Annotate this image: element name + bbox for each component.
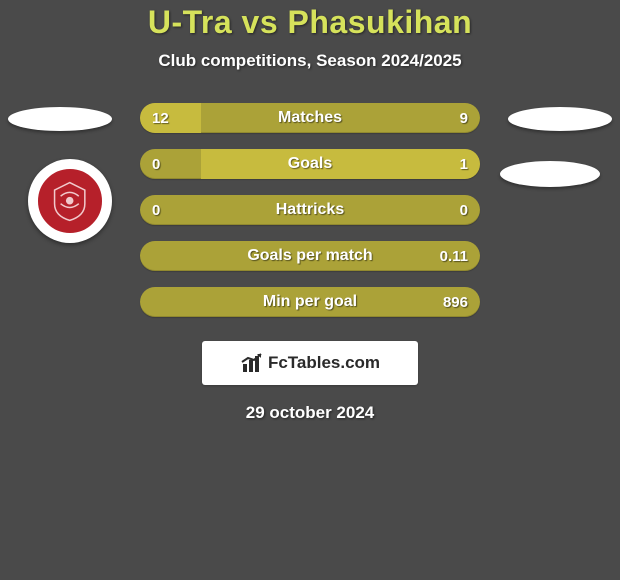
stat-bars: Matches129Goals01Hattricks00Goals per ma… (140, 103, 480, 333)
date-text: 29 october 2024 (0, 403, 620, 423)
barchart-icon (240, 352, 264, 374)
stat-label: Goals per match (140, 247, 480, 265)
attribution-badge: FcTables.com (202, 341, 418, 385)
club-badge-inner (36, 167, 105, 236)
stat-value-left: 0 (152, 156, 160, 173)
stat-value-right: 0 (460, 202, 468, 219)
comparison-chart: Matches129Goals01Hattricks00Goals per ma… (0, 103, 620, 323)
stat-row: Matches129 (140, 103, 480, 133)
crest-icon (47, 178, 92, 223)
right-oval (500, 161, 600, 187)
stat-label: Hattricks (140, 201, 480, 219)
stat-row: Hattricks0 0 (140, 195, 480, 225)
stat-row: Min per goal896 (140, 287, 480, 317)
stat-value-right: 896 (443, 294, 468, 311)
right-player-graphics (500, 103, 620, 323)
stat-value-right: 0.11 (440, 248, 468, 265)
left-player-graphics (0, 103, 120, 323)
right-oval (508, 107, 612, 131)
left-oval (8, 107, 112, 131)
stat-value-left: 0 (152, 202, 160, 219)
stat-value-right: 9 (460, 110, 468, 127)
stat-label: Min per goal (140, 293, 480, 311)
subtitle: Club competitions, Season 2024/2025 (0, 51, 620, 71)
page-title: U-Tra vs Phasukihan (0, 4, 620, 41)
stat-fill-right (201, 149, 480, 179)
stat-row: Goals per match0.11 (140, 241, 480, 271)
content-root: U-Tra vs Phasukihan Club competitions, S… (0, 0, 620, 580)
attribution-text: FcTables.com (268, 353, 380, 373)
stat-row: Goals01 (140, 149, 480, 179)
stat-fill-left (140, 103, 201, 133)
club-badge (28, 159, 112, 243)
